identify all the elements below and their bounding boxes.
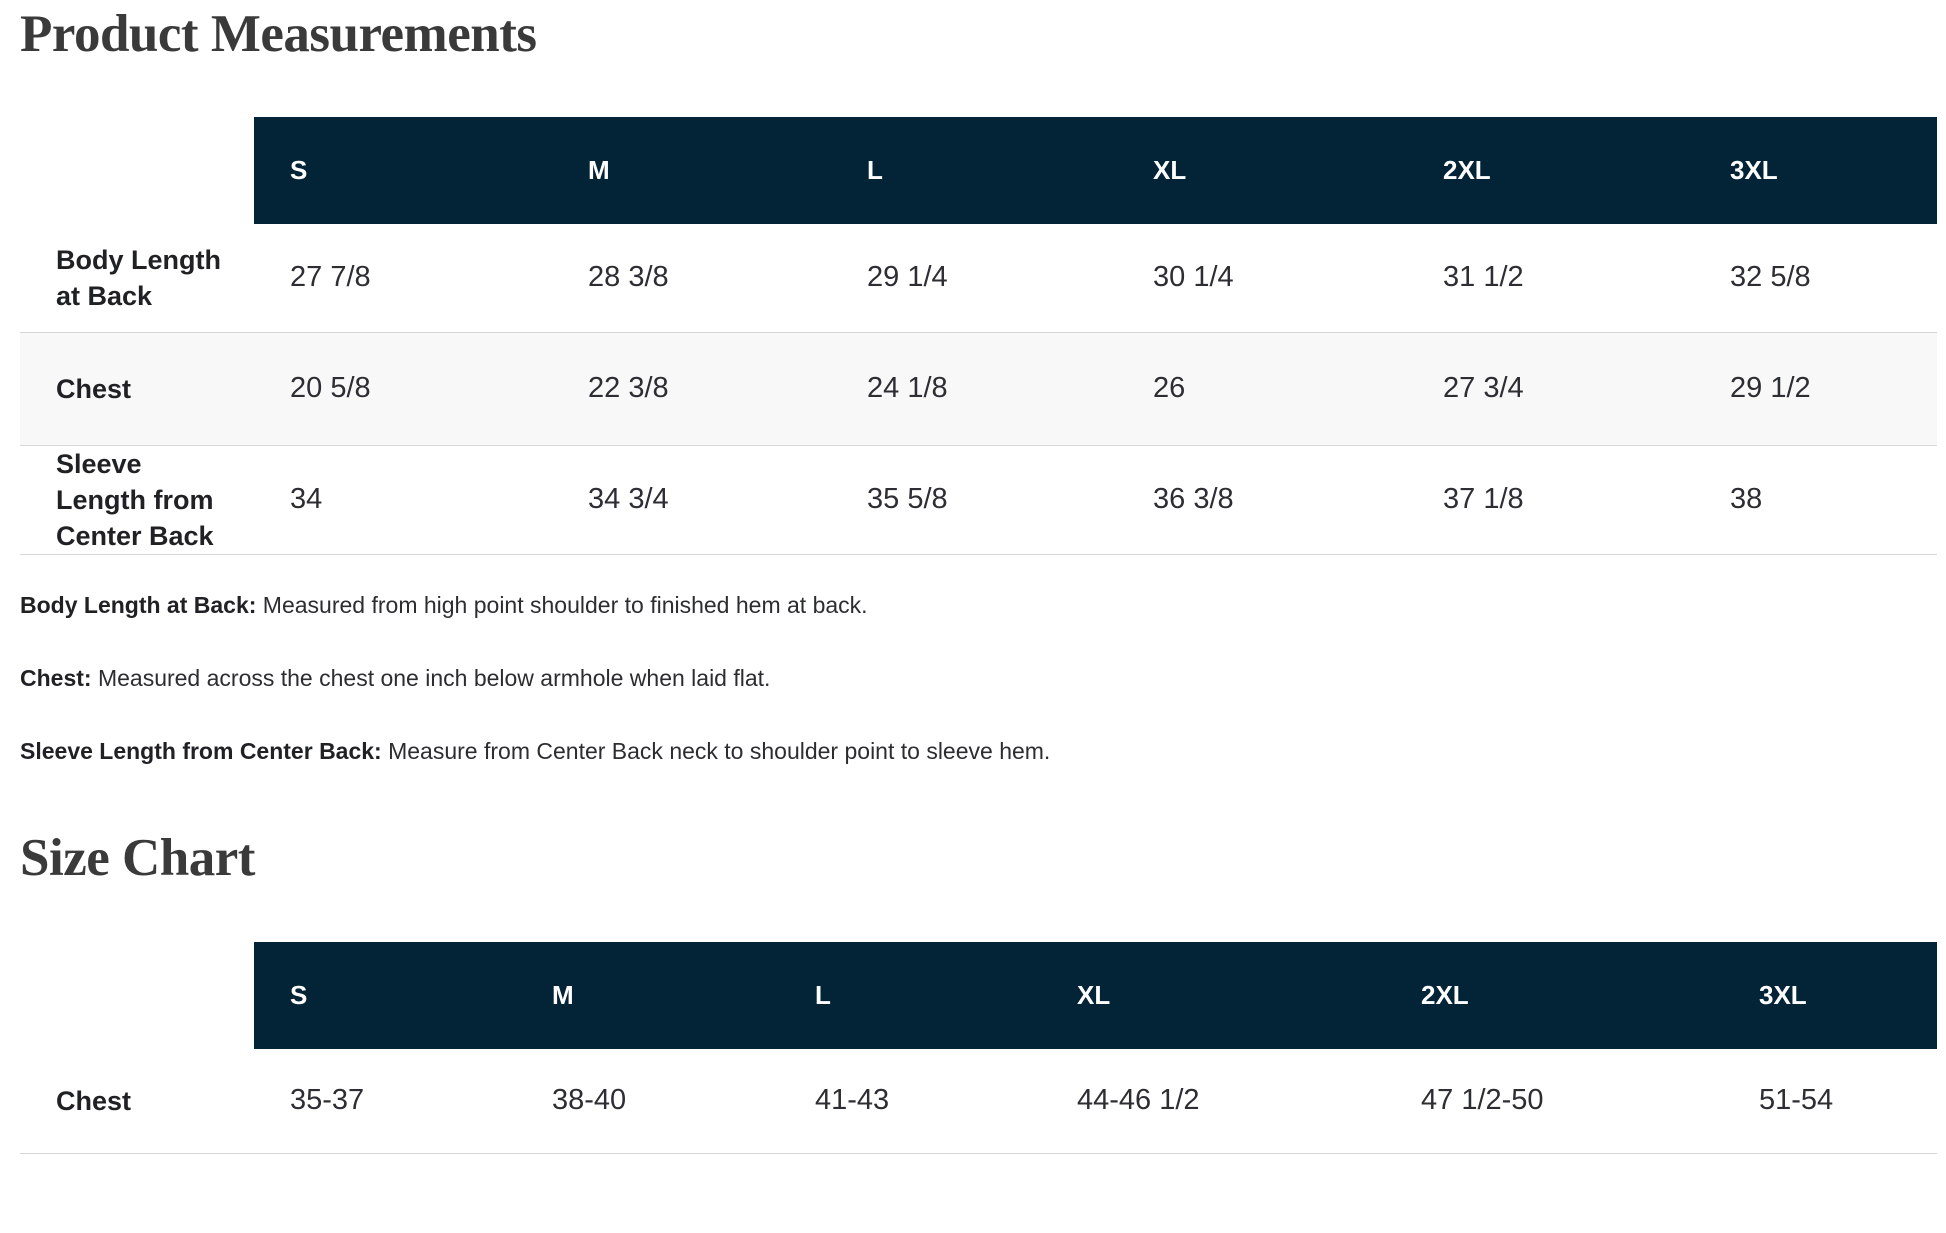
measurement-cell: 29 1/2 bbox=[1730, 372, 1811, 404]
column-header-2xl: 2XL bbox=[1385, 941, 1723, 1049]
measurement-cell: 28 3/8 bbox=[588, 261, 669, 294]
table-row-chest-range: Chest 35-37 38-40 41-43 44-46 1/2 47 1/2… bbox=[20, 1049, 1937, 1154]
measurement-cell: 47 1/2-50 bbox=[1421, 1084, 1544, 1117]
column-header-3xl: 3XL bbox=[1694, 117, 1937, 224]
corner-cell bbox=[20, 117, 254, 224]
column-header-s: S bbox=[254, 941, 516, 1049]
size-header-row: S M L XL 2XL 3XL bbox=[20, 941, 1937, 1049]
note-term: Sleeve Length from Center Back: bbox=[20, 737, 382, 764]
measurement-cell: 36 3/8 bbox=[1153, 483, 1234, 515]
measurement-cell: 27 3/4 bbox=[1443, 372, 1524, 404]
measurement-cell: 35-37 bbox=[290, 1084, 365, 1117]
size-header-row: S M L XL 2XL 3XL bbox=[20, 117, 1937, 224]
size-chart-table-wrap: S M L XL 2XL 3XL Chest 35-37 38-40 41-43… bbox=[20, 941, 1937, 1155]
column-header-xl: XL bbox=[1041, 941, 1385, 1049]
column-header-l: L bbox=[831, 117, 1117, 224]
table-row-chest: Chest 20 5/8 22 3/8 24 1/8 26 27 3/4 29 … bbox=[20, 332, 1937, 445]
note-definition: Measure from Center Back neck to shoulde… bbox=[381, 737, 1051, 764]
measurement-cell: 34 bbox=[290, 483, 323, 515]
measurement-cell: 35 5/8 bbox=[867, 483, 948, 515]
note-definition: Measured from high point shoulder to fin… bbox=[256, 591, 868, 618]
corner-cell bbox=[20, 941, 254, 1049]
row-label: Chest bbox=[56, 1085, 132, 1116]
column-header-m: M bbox=[552, 117, 831, 224]
note-chest: Chest: Measured across the chest one inc… bbox=[20, 662, 1937, 695]
table-row-sleeve-length: Sleeve Length from Center Back 34 34 3/4… bbox=[20, 445, 1937, 554]
measurement-cell: 29 1/4 bbox=[867, 261, 948, 294]
table-row-body-length: Body Length at Back 27 7/8 28 3/8 29 1/4… bbox=[20, 224, 1937, 332]
size-chart-table: S M L XL 2XL 3XL Chest 35-37 38-40 41-43… bbox=[20, 941, 1937, 1155]
product-measurements-table-wrap: S M L XL 2XL 3XL Body Length at Back 27 … bbox=[20, 117, 1937, 555]
measurement-cell: 22 3/8 bbox=[588, 372, 669, 404]
measurement-cell: 38-40 bbox=[552, 1084, 627, 1117]
product-measurements-title: Product Measurements bbox=[20, 5, 537, 63]
measurement-cell: 26 bbox=[1153, 372, 1186, 404]
measurement-notes: Body Length at Back: Measured from high … bbox=[20, 589, 1937, 768]
column-header-s: S bbox=[254, 117, 552, 224]
note-definition: Measured across the chest one inch below… bbox=[91, 664, 771, 691]
measurement-cell: 27 7/8 bbox=[290, 261, 371, 294]
measurement-cell: 34 3/4 bbox=[588, 483, 669, 515]
row-label: Sleeve Length from Center Back bbox=[56, 448, 214, 551]
measurement-cell: 41-43 bbox=[815, 1084, 890, 1117]
measurement-cell: 24 1/8 bbox=[867, 372, 948, 404]
measurement-cell: 51-54 bbox=[1759, 1084, 1834, 1117]
measurement-cell: 37 1/8 bbox=[1443, 483, 1524, 515]
column-header-3xl: 3XL bbox=[1723, 941, 1937, 1049]
note-term: Body Length at Back: bbox=[20, 591, 257, 618]
measurement-cell: 44-46 1/2 bbox=[1077, 1084, 1200, 1117]
measurement-cell: 20 5/8 bbox=[290, 372, 371, 404]
row-label: Chest bbox=[56, 373, 132, 404]
measurement-cell: 30 1/4 bbox=[1153, 261, 1234, 294]
column-header-xl: XL bbox=[1117, 117, 1407, 224]
column-header-m: M bbox=[516, 941, 779, 1049]
column-header-2xl: 2XL bbox=[1407, 117, 1694, 224]
column-header-l: L bbox=[779, 941, 1041, 1049]
measurement-cell: 31 1/2 bbox=[1443, 261, 1524, 294]
measurement-cell: 38 bbox=[1730, 483, 1763, 515]
product-measurements-table: S M L XL 2XL 3XL Body Length at Back 27 … bbox=[20, 117, 1937, 555]
size-chart-title: Size Chart bbox=[20, 828, 255, 887]
note-body-length: Body Length at Back: Measured from high … bbox=[20, 589, 1937, 622]
row-label: Body Length at Back bbox=[56, 244, 221, 311]
measurement-cell: 32 5/8 bbox=[1730, 261, 1811, 294]
note-sleeve-length: Sleeve Length from Center Back: Measure … bbox=[20, 735, 1937, 768]
note-term: Chest: bbox=[20, 664, 92, 691]
